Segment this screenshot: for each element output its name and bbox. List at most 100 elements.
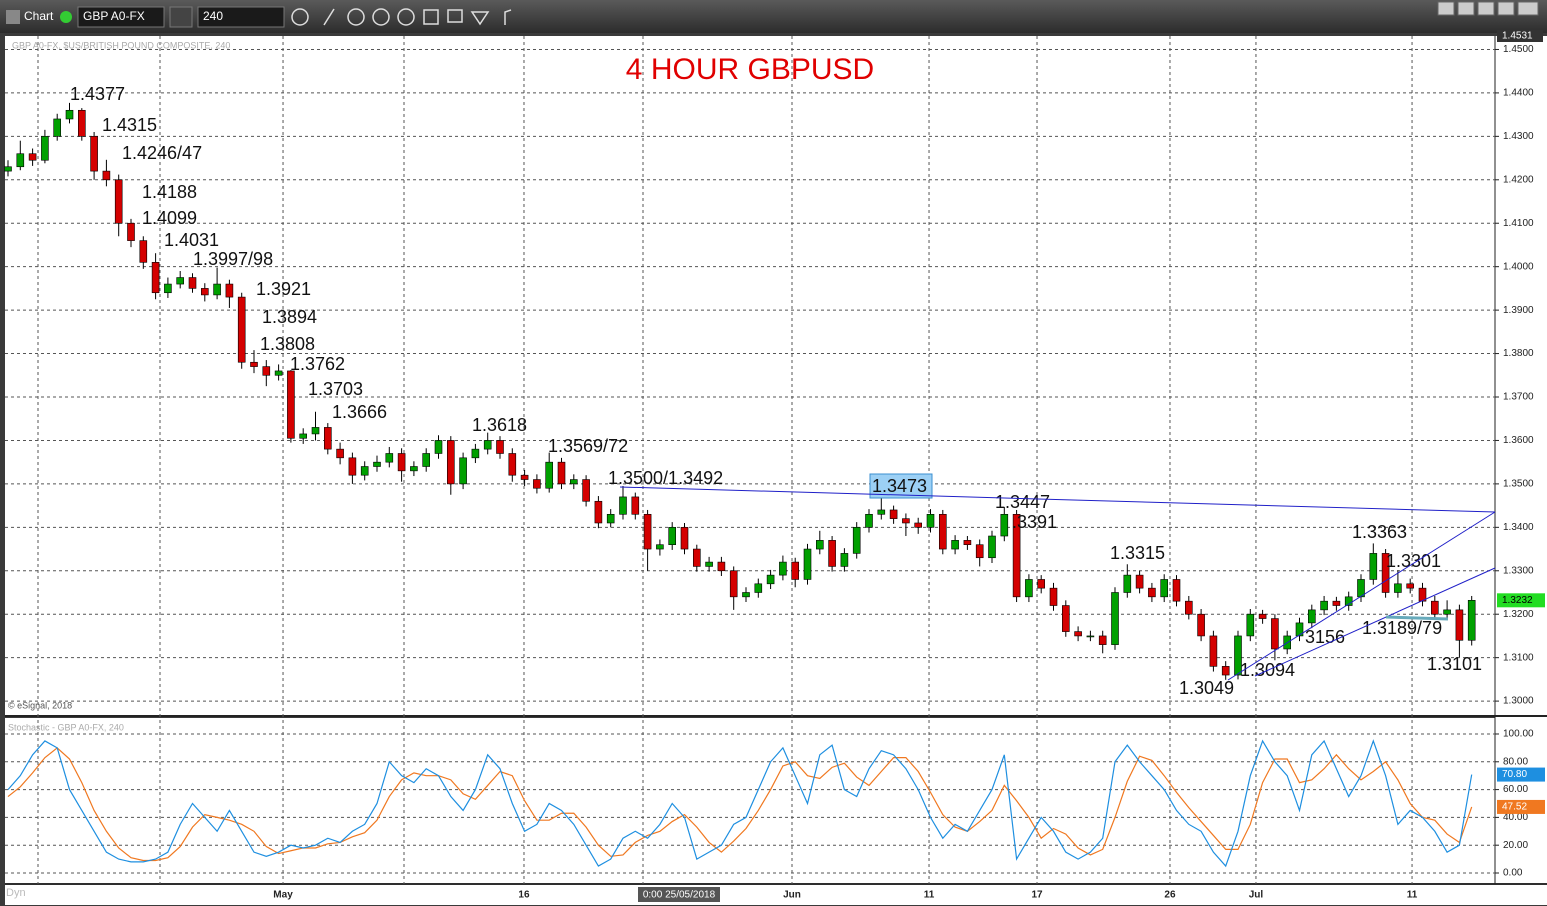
interval: 240 [203, 9, 223, 23]
candle-body [1234, 635, 1242, 676]
y-tick-label: 1.3000 [1503, 696, 1534, 707]
facebook-button[interactable] [504, 9, 512, 25]
candle-body [299, 433, 308, 439]
candle-body [865, 513, 873, 528]
candle-body [1418, 587, 1427, 602]
candle-body [1098, 635, 1107, 645]
candle-body [237, 296, 246, 363]
candle-body [914, 522, 923, 528]
candle-body [1406, 583, 1414, 589]
candle-body [902, 518, 910, 524]
y-tick-label: 0.00 [1503, 868, 1523, 879]
x-tick-label: 11 [924, 890, 935, 901]
annotation: 1.3101 [1427, 654, 1482, 674]
candle-body [1443, 609, 1451, 615]
candle-body [766, 574, 775, 585]
candle-body [545, 461, 554, 489]
annotation: 3156 [1305, 627, 1345, 647]
candle-body [557, 461, 566, 485]
candle-body [643, 513, 652, 550]
candle-body [262, 366, 271, 376]
candle-body [1062, 605, 1070, 632]
stochastic-line [7, 739, 1473, 868]
annotation: 1.3703 [308, 379, 363, 399]
y-tick-label: 1.4200 [1503, 174, 1534, 185]
candle-body [1221, 666, 1230, 676]
candle-body [114, 179, 123, 224]
annotation: 1.4246/47 [122, 143, 202, 163]
symbol-box[interactable] [77, 6, 165, 28]
annotation: 1.3049 [1179, 678, 1234, 698]
candle-body [1467, 600, 1476, 641]
annotation: 1.3808 [260, 334, 315, 354]
stochastic-line [7, 747, 1473, 862]
last-value-box [1497, 799, 1545, 814]
last-price-box [1497, 593, 1545, 608]
candle-body [1320, 600, 1328, 611]
close-button[interactable] [1517, 1, 1539, 16]
twitter-button[interactable] [470, 11, 490, 26]
candle-body [1086, 635, 1095, 638]
last-value: 70.80 [1502, 769, 1527, 780]
y-tick-label: 40.00 [1503, 812, 1528, 823]
x-tick-label: 26 [1164, 890, 1176, 901]
alert-button[interactable] [397, 8, 415, 26]
play-button[interactable] [372, 8, 390, 26]
candle-body [1185, 600, 1193, 615]
minimize-button[interactable] [1477, 1, 1495, 16]
y-tick-label: 1.3800 [1503, 348, 1534, 359]
annotation: 1.3473 [872, 476, 927, 496]
status-icon [60, 11, 72, 23]
candle-body [397, 453, 406, 472]
last-value-box [1497, 767, 1545, 782]
clock-button[interactable] [291, 8, 309, 26]
y-tick-label: 80.00 [1503, 756, 1528, 767]
y-tick-label: 100.00 [1503, 729, 1534, 740]
candle-body [176, 277, 184, 285]
candle-body [569, 479, 578, 485]
candle-body [385, 453, 394, 463]
candle-body [975, 544, 984, 559]
right-axis [1495, 36, 1547, 883]
settings-button[interactable] [169, 6, 193, 28]
candle-body [828, 540, 836, 567]
candle-body [1012, 513, 1021, 598]
candle-body [717, 561, 726, 572]
stochastic-title: Stochastic - GBP A0-FX, 240 [8, 722, 124, 732]
y-tick-label: 1.4500 [1503, 44, 1534, 55]
candle-body [791, 561, 800, 580]
comment-button[interactable] [447, 9, 463, 23]
annotation: 1.4031 [164, 230, 219, 250]
x-tick-label: 17 [1031, 890, 1043, 901]
candle-body [139, 240, 148, 263]
candle-body [65, 109, 74, 120]
y-tick-label: 1.3900 [1503, 305, 1534, 316]
candle-body [606, 513, 615, 524]
interval-box[interactable] [197, 6, 285, 28]
candle-body [274, 370, 283, 376]
candle-body [1123, 574, 1132, 593]
candle-body [815, 540, 824, 550]
link-button[interactable] [423, 9, 439, 25]
pen-button[interactable] [323, 8, 335, 26]
candle-body [1037, 579, 1045, 589]
candle-body [1074, 631, 1082, 637]
candle-body [877, 509, 886, 515]
maximize-button[interactable] [1497, 1, 1515, 16]
cursor-label: 0:00 25/05/2018 [643, 890, 716, 901]
candle-body [1197, 613, 1205, 637]
restore-button[interactable] [1457, 1, 1475, 16]
candle-body [1369, 553, 1378, 580]
high-marker: 1.4531 [1502, 31, 1533, 42]
candle-body [1209, 635, 1218, 667]
draw-button[interactable] [347, 8, 365, 26]
candle-body [250, 361, 258, 367]
candle-body [692, 548, 701, 567]
candle-body [1000, 513, 1009, 537]
candle-body [471, 448, 480, 459]
help-button[interactable] [1437, 1, 1455, 16]
annotation: 1.3569/72 [548, 436, 628, 456]
candle-body [373, 461, 381, 467]
last-price: 1.3232 [1502, 595, 1533, 606]
support-mark [1385, 615, 1449, 621]
